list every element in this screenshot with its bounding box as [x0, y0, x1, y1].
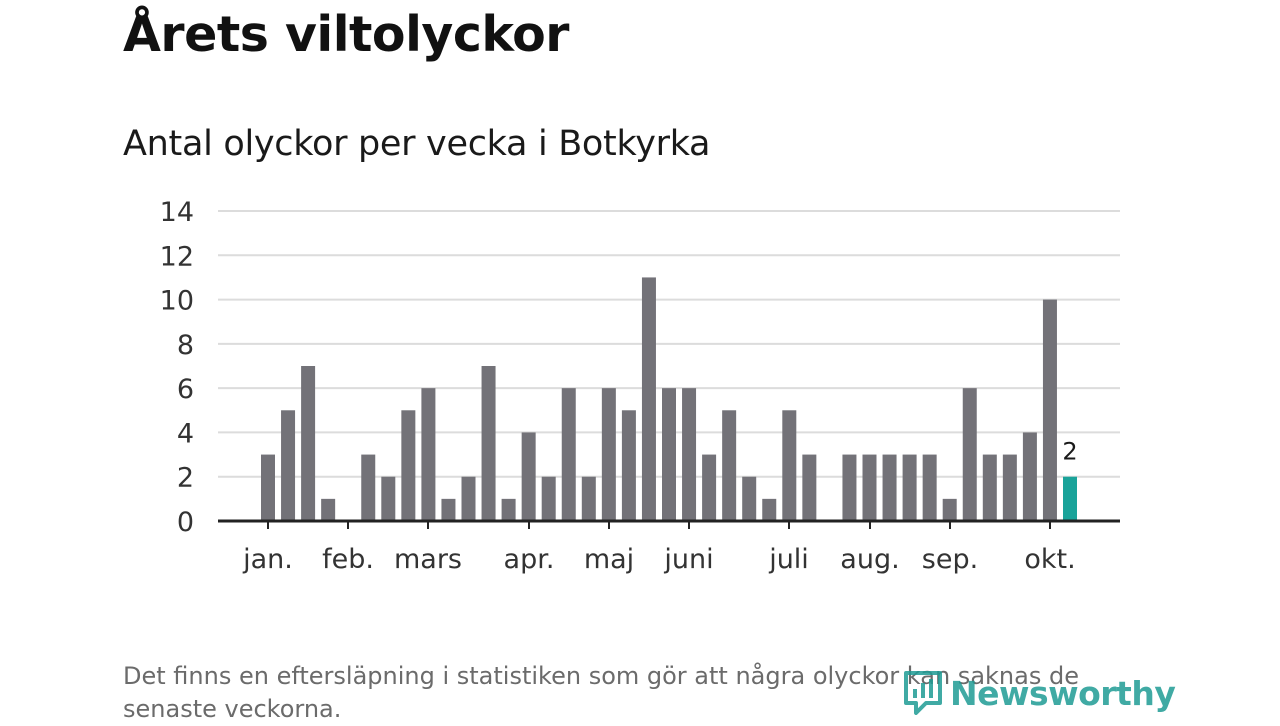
x-tick-label: aug. — [840, 544, 899, 575]
x-tick-label: okt. — [1024, 544, 1075, 575]
bar — [802, 454, 817, 521]
bar — [281, 410, 296, 521]
bar — [882, 454, 897, 521]
bar — [982, 454, 997, 521]
bar — [922, 454, 937, 521]
x-tick-label: mars — [394, 544, 462, 575]
x-tick-label: apr. — [504, 544, 555, 575]
bar — [782, 410, 797, 521]
bar — [662, 388, 676, 521]
y-axis-ticks: 0 2 4 6 8 10 12 14 — [160, 197, 194, 538]
x-tick-label: juli — [768, 544, 809, 575]
footnote: Det finns en eftersläpning i statistiken… — [123, 662, 1079, 723]
bar — [942, 498, 957, 521]
bar — [722, 410, 737, 521]
x-tick-label: juni — [663, 544, 713, 575]
bar — [381, 476, 396, 521]
data-labels: 2 — [1062, 438, 1077, 466]
y-tick-label: 14 — [160, 197, 194, 228]
bar — [441, 498, 456, 521]
y-tick-label: 4 — [177, 418, 194, 449]
bar — [501, 498, 516, 521]
y-tick-label: 10 — [160, 286, 194, 317]
y-tick-label: 0 — [177, 507, 194, 538]
bar — [902, 454, 917, 521]
bar — [682, 388, 697, 521]
bar — [601, 388, 616, 521]
bar — [621, 410, 636, 521]
newsworthy-logo-icon — [904, 671, 942, 715]
bar — [301, 366, 316, 521]
x-tick-label: maj — [584, 544, 634, 575]
bar — [521, 432, 536, 521]
x-tick-label: feb. — [322, 544, 374, 575]
bar — [461, 476, 476, 521]
x-tick-label: sep. — [922, 544, 978, 575]
bar — [842, 454, 857, 521]
bar — [421, 388, 436, 521]
bar — [641, 277, 656, 521]
chart-subtitle: Antal olyckor per vecka i Botkyrka — [123, 124, 711, 164]
bar — [1002, 454, 1017, 521]
bar — [702, 454, 717, 521]
bar — [321, 498, 336, 521]
bar — [1022, 432, 1037, 521]
chart-title: Årets viltolyckor — [123, 6, 569, 63]
x-tick-label: jan. — [242, 544, 293, 575]
bar-highlight — [1063, 476, 1077, 521]
y-tick-label: 2 — [177, 463, 194, 494]
bar — [541, 476, 556, 521]
bar — [862, 454, 877, 521]
bar — [261, 454, 275, 521]
bar — [401, 410, 416, 521]
bars — [261, 277, 1077, 521]
bar — [581, 476, 596, 521]
y-tick-label: 6 — [177, 374, 194, 405]
bar — [742, 476, 757, 521]
x-axis-ticks: jan. feb. mars apr. maj juni juli aug. sep. okt. — [242, 521, 1076, 575]
y-tick-label: 12 — [160, 241, 194, 272]
brand-name: Newsworthy — [950, 673, 1176, 713]
bar — [1042, 299, 1057, 521]
bar — [962, 388, 977, 521]
bar — [561, 388, 576, 521]
bar — [481, 366, 496, 521]
bar — [762, 498, 777, 521]
bar — [361, 454, 376, 521]
data-label-highlight: 2 — [1062, 438, 1077, 466]
brand-logo: Newsworthy — [902, 668, 1176, 718]
y-tick-label: 8 — [177, 330, 194, 361]
